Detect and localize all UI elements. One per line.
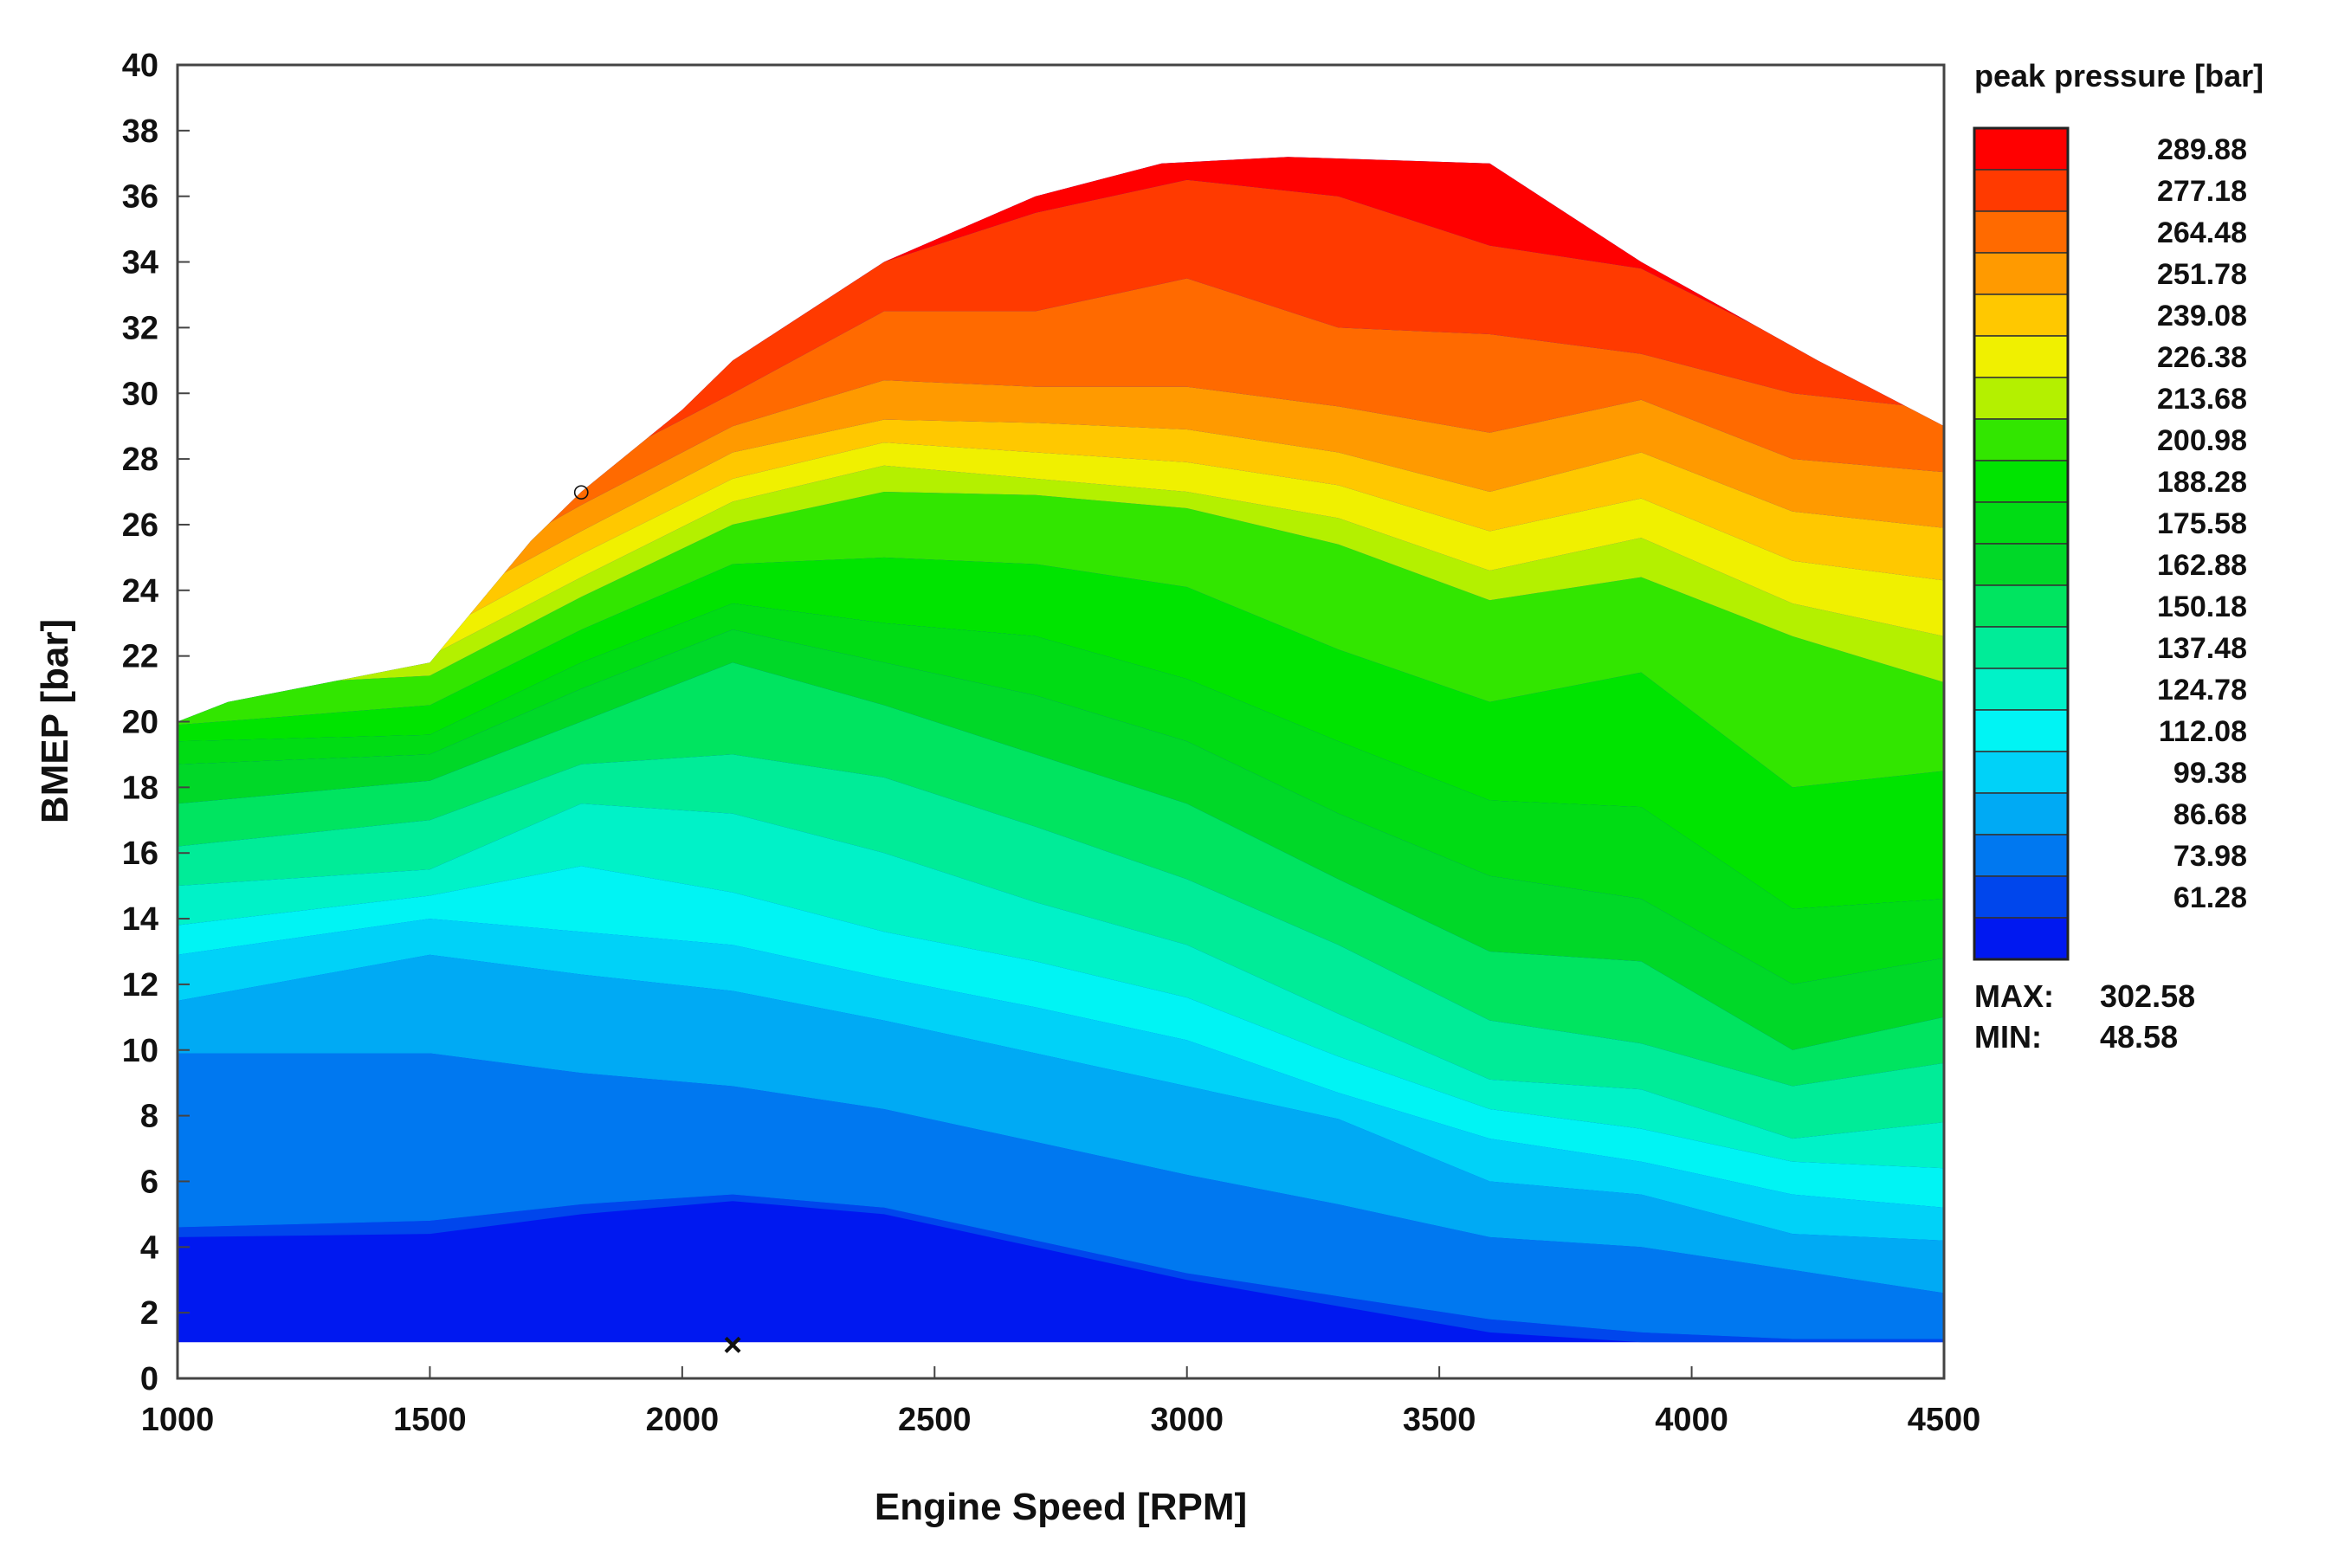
x-tick-label: 1000 bbox=[141, 1402, 215, 1438]
contour-band bbox=[178, 603, 1944, 984]
x-tick-label: 2000 bbox=[646, 1402, 720, 1438]
x-tick-label: 3500 bbox=[1403, 1402, 1476, 1438]
colorbar-swatch bbox=[1973, 127, 2069, 171]
contour-band bbox=[178, 492, 1944, 788]
contour-band bbox=[178, 629, 1944, 1050]
contour-band bbox=[178, 954, 1944, 1294]
max-label: MAX: bbox=[1974, 978, 2054, 1014]
x-tick-label: 1500 bbox=[393, 1402, 467, 1438]
x-tick-label: 4500 bbox=[1908, 1402, 1981, 1438]
y-tick-label: 26 bbox=[122, 507, 158, 544]
colorbar-title: peak pressure [bar] bbox=[1974, 58, 2264, 94]
colorbar-level-label: 124.78 bbox=[2157, 674, 2247, 707]
y-tick-label: 2 bbox=[140, 1295, 158, 1332]
y-tick-label: 10 bbox=[122, 1033, 158, 1069]
colorbar: peak pressure [bar] 289.88 277.18 264.48 25… bbox=[1973, 58, 2264, 1055]
y-tick-label: 14 bbox=[122, 901, 158, 938]
min-value: 48.58 bbox=[2100, 1019, 2178, 1055]
x-tick-label: 3000 bbox=[1150, 1402, 1224, 1438]
y-tick-label: 36 bbox=[122, 179, 158, 216]
colorbar-level-label: 162.88 bbox=[2157, 549, 2247, 582]
colorbar-swatch bbox=[1973, 751, 2069, 794]
colorbar-level-label: 277.18 bbox=[2157, 175, 2247, 208]
y-tick-label: 40 bbox=[122, 48, 158, 84]
colorbar-swatch bbox=[1973, 252, 2069, 295]
colorbar-level-label: 99.38 bbox=[2173, 757, 2247, 790]
colorbar-swatch bbox=[1973, 668, 2069, 711]
x-tick-label: 2500 bbox=[898, 1402, 972, 1438]
colorbar-level-label: 86.68 bbox=[2173, 798, 2247, 831]
colorbar-swatch bbox=[1973, 294, 2069, 337]
contour-band bbox=[178, 179, 1944, 623]
y-tick-label: 0 bbox=[140, 1361, 158, 1397]
colorbar-swatch bbox=[1973, 418, 2069, 461]
y-tick-label: 16 bbox=[122, 836, 158, 872]
y-tick-label: 6 bbox=[140, 1164, 158, 1200]
colorbar-swatch bbox=[1973, 834, 2069, 877]
colorbar-frame bbox=[1973, 126, 2070, 961]
colorbar-level-label: 73.98 bbox=[2173, 840, 2247, 873]
colorbar-level-label: 150.18 bbox=[2157, 590, 2247, 623]
colorbar-level-label: 112.08 bbox=[2159, 715, 2247, 748]
colorbar-level-label: 200.98 bbox=[2157, 424, 2247, 457]
min-label: MIN: bbox=[1974, 1019, 2042, 1055]
y-tick-label: 18 bbox=[122, 770, 158, 806]
colorbar-swatch bbox=[1973, 377, 2069, 420]
contour-band bbox=[178, 1053, 1944, 1339]
y-axis-title: BMEP [bar] bbox=[34, 619, 76, 823]
contour-band bbox=[178, 803, 1944, 1169]
marker: × bbox=[723, 1327, 742, 1364]
y-tick-label: 38 bbox=[122, 113, 158, 150]
y-tick-label: 28 bbox=[122, 442, 158, 478]
y-tick-label: 4 bbox=[140, 1229, 158, 1266]
colorbar-level-label: 175.58 bbox=[2157, 507, 2247, 540]
colorbar-swatch bbox=[1973, 169, 2069, 212]
contour-band bbox=[178, 919, 1944, 1241]
colorbar-swatch bbox=[1973, 335, 2069, 378]
y-tick-label: 24 bbox=[122, 573, 158, 610]
contour-band bbox=[178, 754, 1944, 1139]
colorbar-swatch bbox=[1973, 875, 2069, 919]
colorbar-swatch bbox=[1973, 626, 2069, 669]
colorbar-level-label: 251.78 bbox=[2157, 258, 2247, 291]
colorbar-swatch bbox=[1973, 917, 2069, 960]
max-value: 302.58 bbox=[2100, 978, 2195, 1014]
y-tick-label: 8 bbox=[140, 1099, 158, 1135]
colorbar-swatch bbox=[1973, 709, 2069, 752]
y-tick-label: 34 bbox=[122, 245, 158, 281]
colorbar-level-label: 264.48 bbox=[2157, 216, 2247, 249]
contour-band bbox=[178, 557, 1944, 909]
y-tick-label: 20 bbox=[122, 705, 158, 741]
colorbar-level-label: 226.38 bbox=[2157, 341, 2247, 374]
y-tick-label: 12 bbox=[122, 967, 158, 1003]
colorbar-swatch bbox=[1973, 501, 2069, 545]
colorbar-swatch bbox=[1973, 792, 2069, 836]
contour-band bbox=[178, 380, 1944, 650]
x-tick-label: 4000 bbox=[1655, 1402, 1728, 1438]
colorbar-swatch bbox=[1973, 460, 2069, 503]
contour-band bbox=[178, 866, 1944, 1208]
colorbar-level-label: 61.28 bbox=[2173, 881, 2247, 914]
x-axis: 1000 1500 2000 2500 3000 3500 4000 4500 bbox=[141, 1366, 1981, 1438]
colorbar-level-label: 289.88 bbox=[2157, 133, 2247, 166]
colorbar-swatch bbox=[1973, 210, 2069, 254]
contour-band bbox=[178, 278, 1944, 636]
marker: ○ bbox=[572, 474, 591, 510]
colorbar-level-label: 188.28 bbox=[2157, 466, 2247, 499]
colorbar-level-label: 213.68 bbox=[2157, 383, 2247, 416]
markers: ○× bbox=[572, 474, 742, 1364]
colorbar-swatch bbox=[1973, 543, 2069, 586]
contour-band bbox=[178, 662, 1944, 1087]
x-axis-title: Engine Speed [RPM] bbox=[875, 1486, 1247, 1528]
colorbar-level-label: 137.48 bbox=[2157, 632, 2247, 665]
y-tick-label: 32 bbox=[122, 310, 158, 346]
colorbar-swatch bbox=[1973, 584, 2069, 628]
y-tick-label: 30 bbox=[122, 376, 158, 412]
colorbar-level-label: 239.08 bbox=[2157, 300, 2247, 332]
y-tick-label: 22 bbox=[122, 639, 158, 675]
